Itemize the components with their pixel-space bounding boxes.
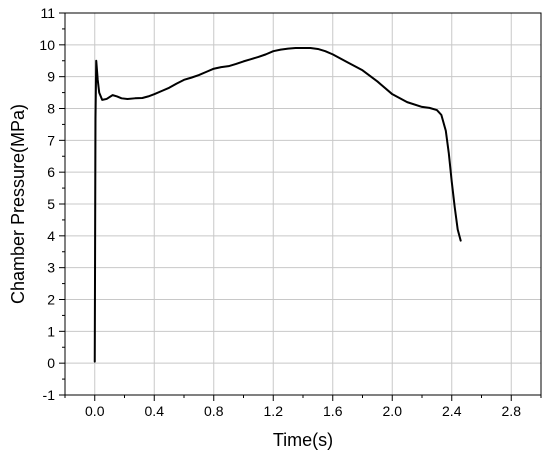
- y-tick-label: 4: [47, 228, 55, 244]
- x-tick-label: 0.0: [85, 403, 105, 419]
- y-tick-label: 8: [47, 101, 55, 117]
- x-tick-label: 0.4: [145, 403, 165, 419]
- y-tick-label: 0: [47, 355, 55, 371]
- x-axis-title: Time(s): [273, 430, 333, 450]
- x-tick-label: 2.0: [383, 403, 403, 419]
- y-tick-label: 5: [47, 196, 55, 212]
- y-tick-label: 11: [40, 5, 55, 21]
- x-tick-label: 2.4: [442, 403, 462, 419]
- grid: [65, 13, 541, 395]
- x-tick-label: 2.8: [502, 403, 522, 419]
- x-tick-label: 0.8: [204, 403, 224, 419]
- series-layer: [93, 47, 462, 363]
- y-tick-label: 7: [47, 132, 55, 148]
- x-tick-label: 1.6: [323, 403, 343, 419]
- series-line: [93, 47, 462, 363]
- y-tick-label: 10: [39, 37, 55, 53]
- ticks: 0.0 0.4 0.8 1.2 1.6 2.0 2.4 2.8 -1 0 1 2 3 4 5 6 7 8 9 10 11: [39, 5, 542, 419]
- x-tick-label: 1.2: [264, 403, 284, 419]
- y-tick-label: 3: [47, 260, 55, 276]
- y-tick-label: -1: [43, 387, 56, 403]
- y-tick-label: 1: [47, 323, 55, 339]
- y-tick-label: 9: [47, 69, 55, 85]
- y-axis-title: Chamber Pressure(MPa): [8, 104, 28, 304]
- y-tick-label: 2: [47, 292, 55, 308]
- y-tick-label: 6: [47, 164, 55, 180]
